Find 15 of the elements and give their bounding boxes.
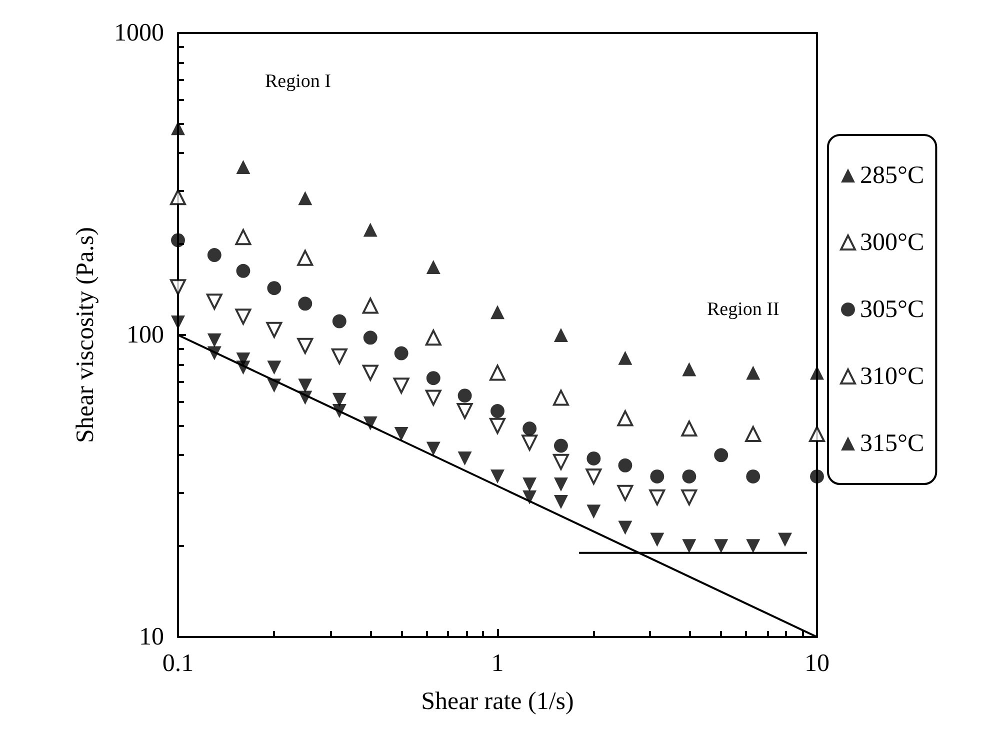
x-tick-label: 10: [804, 650, 830, 677]
y-axis-title: Shear viscosity (Pa.s): [72, 227, 99, 443]
y-tick-label: 100: [126, 322, 164, 348]
x-tick-label: 0.1: [162, 650, 194, 677]
annotation: Region II: [707, 299, 780, 320]
y-tick-label: 1000: [114, 20, 164, 46]
y-tick-label: 10: [139, 624, 164, 650]
legend-label: 300°C: [860, 229, 924, 256]
annotation: Region I: [265, 71, 331, 92]
x-axis-title: Shear rate (1/s): [421, 688, 574, 715]
legend-label: 315°C: [860, 430, 924, 457]
x-tick-label: 1: [491, 650, 504, 677]
legend-label: 310°C: [860, 363, 924, 390]
legend-label: 285°C: [860, 162, 924, 189]
legend-label: 305°C: [860, 296, 924, 323]
